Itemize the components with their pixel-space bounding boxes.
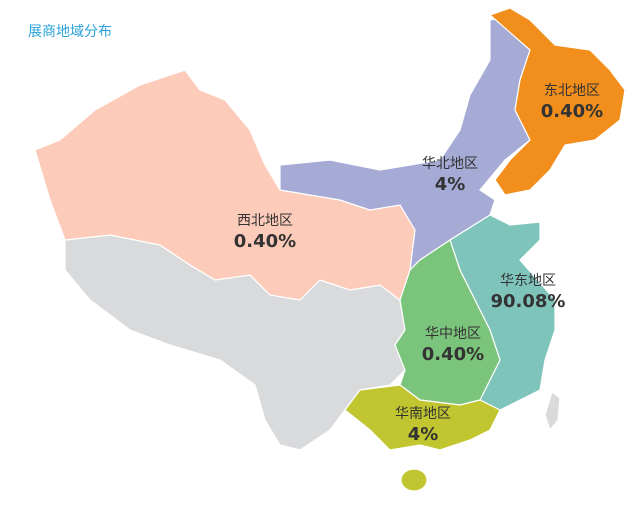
region-south (344, 384, 501, 451)
region-share: 4% (435, 174, 466, 195)
region-share: 0.40% (234, 231, 296, 252)
region-name: 西北地区 (237, 213, 293, 229)
region-name: 华北地区 (422, 156, 478, 172)
taiwan (544, 391, 561, 432)
title: 展商地域分布 (28, 24, 112, 40)
region-name: 华南地区 (395, 406, 451, 422)
region-northeast (488, 7, 626, 196)
region-name: 华中地区 (425, 326, 481, 342)
region-share: 90.08% (491, 291, 566, 312)
region-share: 0.40% (541, 101, 603, 122)
region-share: 4% (408, 424, 439, 445)
hainan (400, 468, 428, 492)
region-name: 华东地区 (500, 273, 556, 289)
region-name: 东北地区 (544, 83, 600, 99)
region-share: 0.40% (422, 344, 484, 365)
region-north (279, 14, 531, 272)
